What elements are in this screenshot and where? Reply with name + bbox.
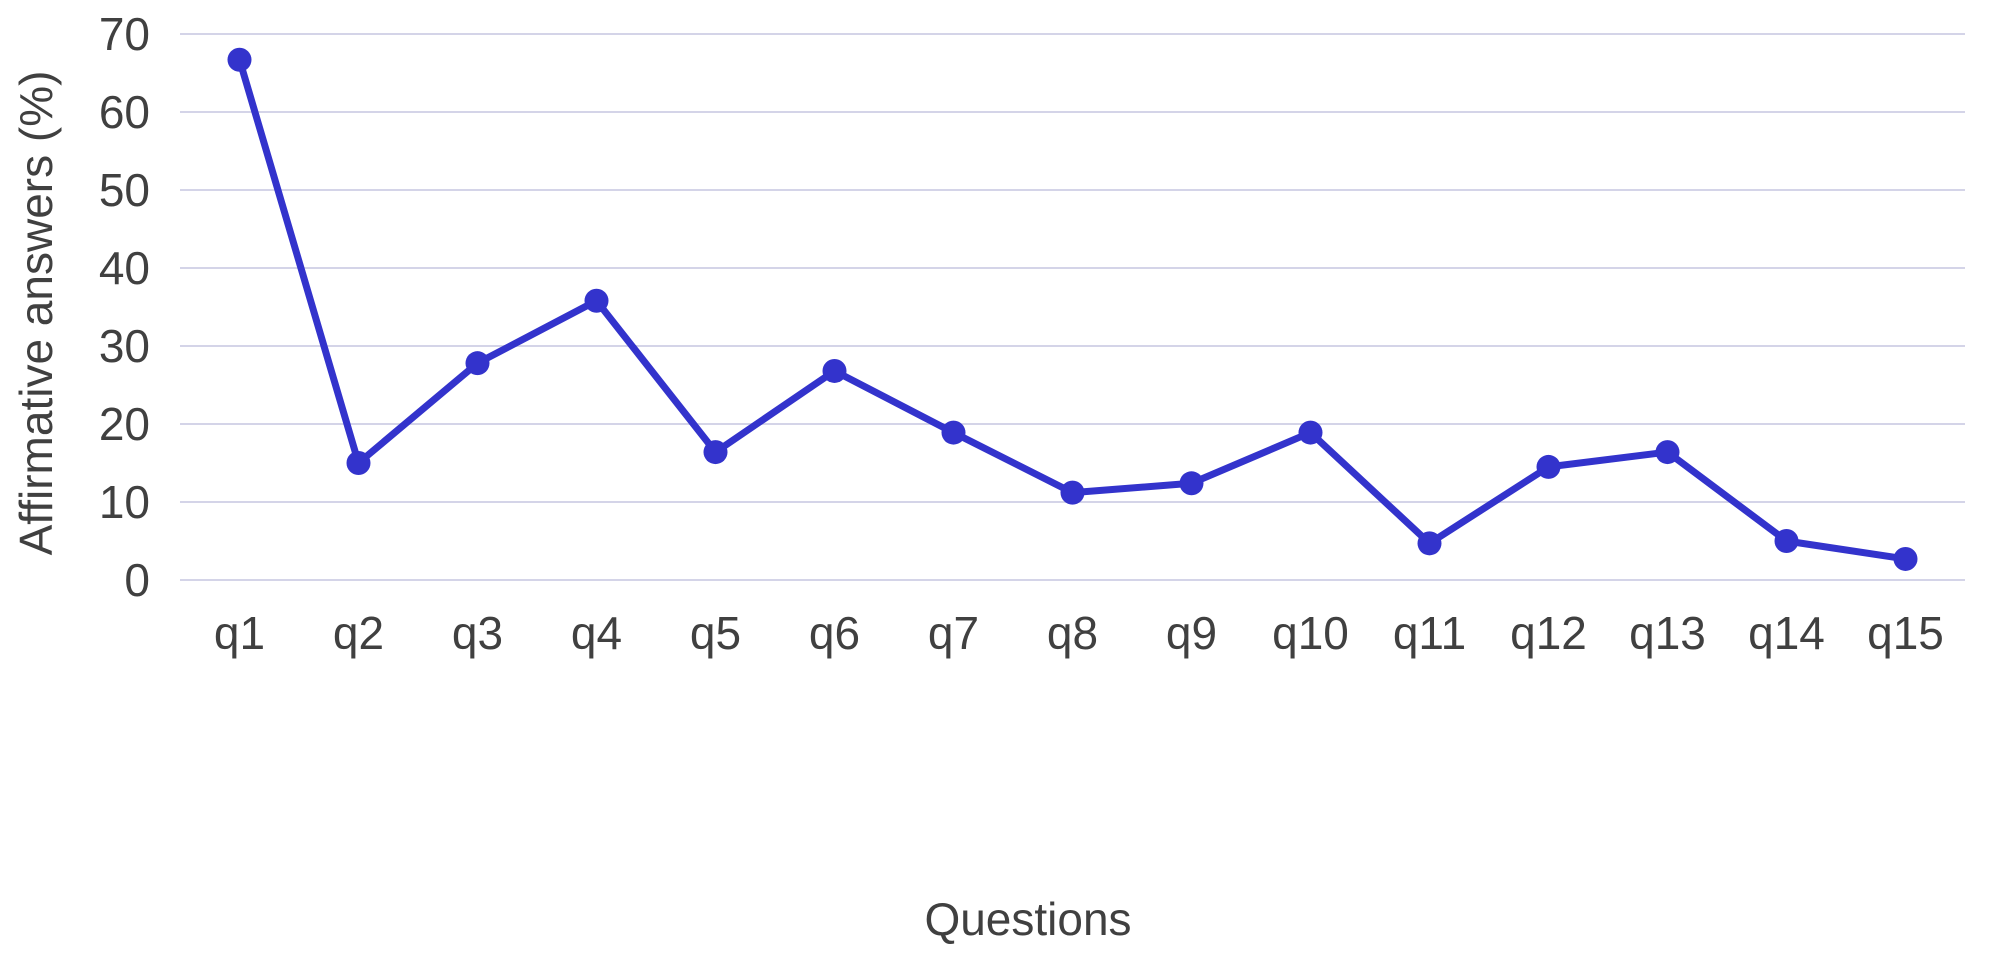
x-tick-label-q2: q2 [333, 607, 384, 659]
x-tick-label-q1: q1 [214, 607, 265, 659]
y-tick-label-10: 10 [99, 476, 150, 528]
data-point-q12 [1536, 454, 1561, 479]
data-point-q2 [346, 451, 371, 475]
x-tick-label-q7: q7 [928, 607, 979, 659]
x-tick-label-q11: q11 [1393, 607, 1466, 659]
y-axis-title: Affirmative answers (%) [10, 71, 62, 556]
x-tick-label-q4: q4 [571, 607, 622, 659]
x-tick-label-q8: q8 [1047, 607, 1098, 659]
data-point-q13 [1655, 440, 1680, 465]
x-tick-label-q12: q12 [1510, 607, 1587, 659]
x-tick-label-q3: q3 [452, 607, 503, 659]
data-point-q3 [465, 351, 490, 376]
y-tick-label-20: 20 [99, 398, 150, 450]
y-tick-label-50: 50 [99, 164, 150, 216]
data-point-q5 [703, 440, 728, 465]
y-tick-label-60: 60 [99, 86, 150, 138]
x-tick-label-q10: q10 [1272, 607, 1349, 659]
gridlines [180, 33, 1965, 581]
data-point-q1 [227, 47, 252, 72]
x-tick-label-q13: q13 [1629, 607, 1706, 659]
x-tick-label-q5: q5 [690, 607, 741, 659]
x-tick-label-q6: q6 [809, 607, 860, 659]
data-point-q15 [1893, 546, 1918, 571]
data-point-q11 [1417, 531, 1442, 556]
x-tick-label-q9: q9 [1166, 607, 1217, 659]
data-point-q14 [1774, 529, 1799, 553]
data-point-q8 [1060, 480, 1085, 505]
x-axis-title: Questions [924, 893, 1131, 945]
data-point-q9 [1179, 471, 1204, 496]
data-point-q4 [584, 288, 609, 313]
x-tick-label-q14: q14 [1748, 607, 1825, 659]
data-point-q7 [941, 420, 966, 445]
y-tick-label-40: 40 [99, 242, 150, 294]
data-point-q6 [822, 358, 847, 383]
x-axis-tick-labels: q1 q2 q3 q4 q5 q6 q7 q8 q9 q10 q11 q12 q13 q14 q15 [214, 607, 1944, 659]
data-point-q10 [1298, 420, 1323, 445]
y-tick-label-70: 70 [99, 8, 150, 60]
series-affirmative-answers [227, 47, 1918, 571]
y-tick-label-0: 0 [124, 554, 150, 606]
y-axis-tick-labels: 0 10 20 30 40 50 60 70 [99, 8, 150, 606]
x-tick-label-q15: q15 [1867, 607, 1944, 659]
y-tick-label-30: 30 [99, 320, 150, 372]
